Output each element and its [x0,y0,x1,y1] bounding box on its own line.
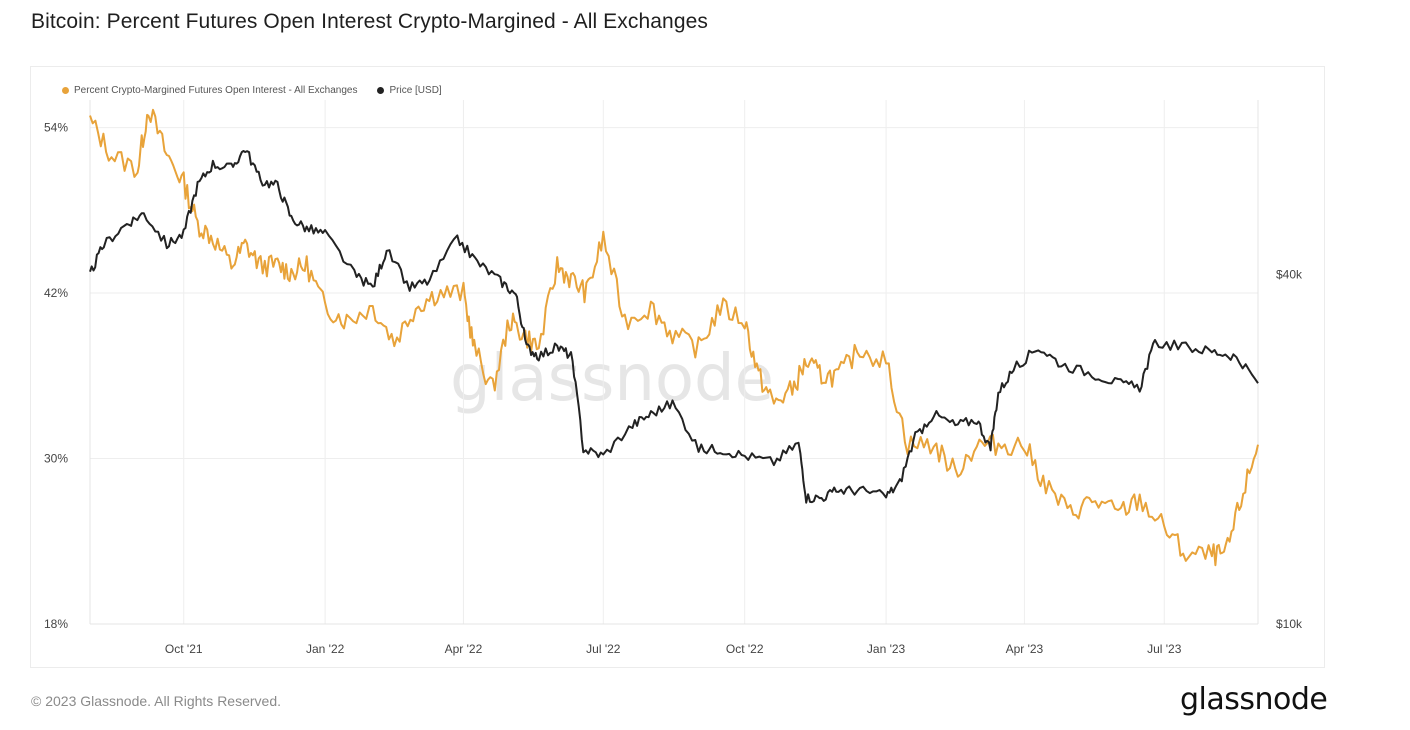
x-tick-label: Oct '22 [726,642,764,656]
chart-watermark: glassnode [450,342,774,416]
glassnode-logo[interactable]: glassnode [1180,682,1328,717]
y-right-tick-label: $10k [1276,617,1303,631]
legend-dot-price [377,86,385,94]
x-tick-label: Jul '23 [1147,642,1182,656]
series-line-price [89,150,1259,504]
series-lines [89,108,1259,567]
legend-item-price[interactable]: Price [USD] [377,84,442,96]
x-tick-label: Jul '22 [586,642,621,656]
footer-copyright: © 2023 Glassnode. All Rights Reserved. [31,693,282,709]
x-tick-label: Apr '22 [445,642,483,656]
x-tick-label: Jan '23 [867,642,906,656]
legend-dot-percent [62,86,69,94]
chart-legend: Percent Crypto-Margined Futures Open Int… [62,84,442,96]
y-left-tick-label: 54% [44,121,68,135]
grid-lines [90,100,1258,625]
x-tick-label: Jan '22 [306,642,345,656]
y-left-tick-label: 42% [44,286,68,300]
x-tick-label: Apr '23 [1006,642,1044,656]
y-right-tick-label: $40k [1276,268,1303,282]
legend-label-percent: Percent Crypto-Margined Futures Open Int… [74,84,358,96]
legend-label-price: Price [USD] [389,84,442,96]
series-line-percent [89,108,1259,567]
y-left-tick-label: 18% [44,617,68,631]
y-left-tick-label: 30% [44,452,68,466]
page-title: Bitcoin: Percent Futures Open Interest C… [31,10,708,33]
x-tick-label: Oct '21 [165,642,203,656]
legend-item-percent[interactable]: Percent Crypto-Margined Futures Open Int… [62,85,357,96]
chart-card [30,66,1325,668]
axes: 18% 30% 42% 54% $10k $40k Oct '21 Jan '22 Apr '2… [44,100,1303,656]
